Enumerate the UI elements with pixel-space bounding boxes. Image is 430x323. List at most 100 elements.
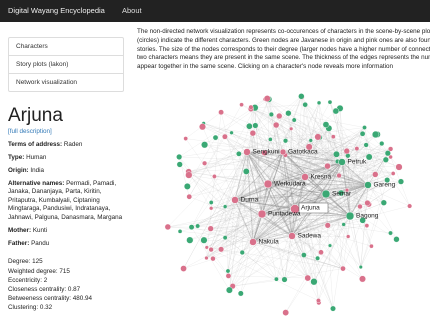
field-value: Raden <box>63 140 83 148</box>
edge <box>285 143 382 313</box>
edge <box>227 208 296 272</box>
edge <box>349 181 402 217</box>
edge <box>224 151 248 238</box>
node <box>201 141 209 149</box>
edge <box>246 151 293 237</box>
sidebar-item[interactable]: Characters <box>16 43 48 50</box>
edge <box>270 139 296 210</box>
stat: Weighted degree: 715 <box>8 267 70 275</box>
edge <box>291 156 391 237</box>
node <box>315 255 321 261</box>
edge <box>183 151 248 269</box>
edge <box>234 150 347 201</box>
edge <box>328 128 351 217</box>
node <box>274 276 279 282</box>
edge <box>210 161 343 250</box>
edge <box>347 155 351 217</box>
edge <box>325 193 351 217</box>
edge <box>327 144 367 226</box>
edge <box>224 124 327 238</box>
edge <box>232 102 320 287</box>
sidebar-item[interactable]: Network visualization <box>9 73 123 91</box>
brand[interactable]: Digital Wayang Encyclopedia <box>8 6 105 15</box>
node <box>268 137 273 142</box>
edge <box>211 179 388 209</box>
edge <box>276 124 369 205</box>
field-value: India <box>30 166 45 174</box>
edge <box>325 161 343 195</box>
edge <box>294 208 344 269</box>
edge <box>275 124 351 217</box>
field-label: Mother: <box>8 226 32 234</box>
edge <box>328 128 344 269</box>
edge <box>318 133 363 301</box>
edge <box>220 183 269 250</box>
edge <box>202 126 284 153</box>
edge <box>301 96 344 269</box>
edge <box>232 215 351 287</box>
node <box>242 168 250 175</box>
edge <box>225 206 293 237</box>
node <box>218 109 224 116</box>
edge <box>252 241 344 269</box>
field-label: Terms of address: <box>8 140 63 148</box>
node <box>208 200 214 205</box>
edge <box>261 213 293 237</box>
node <box>237 290 244 297</box>
node <box>261 149 268 156</box>
node <box>380 199 387 206</box>
edge <box>288 113 376 175</box>
edge <box>329 102 370 205</box>
network[interactable]: Sengkuni Gatotkaca Petruk Kresna Werkudara Se… <box>137 76 430 323</box>
edge <box>188 146 310 173</box>
edge <box>275 124 293 237</box>
edge <box>282 151 293 237</box>
edge <box>234 199 263 215</box>
edge <box>282 151 305 256</box>
node <box>333 150 340 158</box>
edge <box>261 213 344 269</box>
node <box>212 174 217 179</box>
tooltip-box <box>298 202 329 214</box>
node <box>302 101 308 108</box>
node <box>202 160 208 166</box>
edge <box>261 181 402 215</box>
edge <box>290 128 293 237</box>
edge <box>360 179 388 268</box>
edge <box>282 151 338 162</box>
node <box>407 203 413 209</box>
edge <box>183 151 248 269</box>
edge <box>291 155 349 237</box>
edge <box>167 193 327 228</box>
node <box>204 245 209 250</box>
node <box>365 153 373 161</box>
edge <box>191 107 256 228</box>
node <box>288 232 296 240</box>
edge <box>264 152 340 176</box>
node-label: Sadewa <box>298 233 322 240</box>
edge <box>319 137 368 204</box>
edge <box>267 183 296 210</box>
stat: Clustering: 0.32 <box>8 304 53 312</box>
edge <box>341 144 367 163</box>
edge <box>234 174 376 201</box>
nav-link[interactable]: About <box>122 6 142 15</box>
edge <box>189 154 286 197</box>
edge <box>301 96 343 163</box>
edge <box>234 115 280 201</box>
edge <box>282 151 349 237</box>
edge <box>252 161 343 243</box>
node <box>257 209 267 219</box>
node <box>345 211 355 221</box>
edge <box>365 144 369 186</box>
edge <box>249 126 343 163</box>
node <box>239 249 245 256</box>
description-link[interactable]: [full description] <box>8 128 52 135</box>
edge <box>246 151 327 195</box>
sidebar-item[interactable]: Story plots (lakon) <box>9 55 123 73</box>
edge <box>252 241 344 269</box>
edge <box>234 159 386 201</box>
edge <box>284 184 369 280</box>
edge <box>267 176 306 185</box>
edge <box>191 226 344 269</box>
